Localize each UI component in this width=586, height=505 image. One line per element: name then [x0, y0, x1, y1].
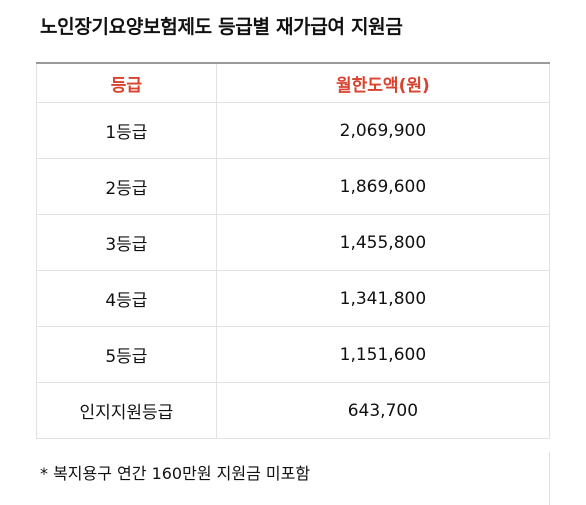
table-header-row: 등급 월한도액(원) — [36, 63, 551, 103]
table-row: 2등급 1,869,600 — [36, 158, 551, 215]
table-row: 4등급 1,341,800 — [36, 270, 551, 327]
column-header-grade: 등급 — [36, 63, 217, 103]
grade-cell: 3등급 — [36, 214, 217, 271]
table-row: 1등급 2,069,900 — [36, 102, 551, 159]
amount-cell: 1,869,600 — [215, 158, 551, 215]
table-row: 3등급 1,455,800 — [36, 214, 551, 271]
amount-cell: 1,455,800 — [215, 214, 551, 271]
amount-cell: 1,151,600 — [215, 326, 551, 383]
amount-cell: 1,341,800 — [215, 270, 551, 327]
support-amount-table: 등급 월한도액(원) 1등급 2,069,900 2등급 1,869,600 3… — [36, 62, 551, 439]
amount-cell: 643,700 — [215, 382, 551, 439]
table-row: 인지지원등급 643,700 — [36, 382, 551, 439]
grade-cell: 4등급 — [36, 270, 217, 327]
grade-cell: 1등급 — [36, 102, 217, 159]
page-title: 노인장기요양보험제도 등급별 재가급여 지원금 — [40, 16, 403, 38]
column-header-monthly-limit: 월한도액(원) — [215, 63, 551, 103]
grade-cell: 인지지원등급 — [36, 382, 217, 439]
amount-cell: 2,069,900 — [215, 102, 551, 159]
grade-cell: 5등급 — [36, 326, 217, 383]
grade-cell: 2등급 — [36, 158, 217, 215]
table-row: 5등급 1,151,600 — [36, 326, 551, 383]
footnote: * 복지용구 연간 160만원 지원금 미포함 — [36, 452, 550, 505]
